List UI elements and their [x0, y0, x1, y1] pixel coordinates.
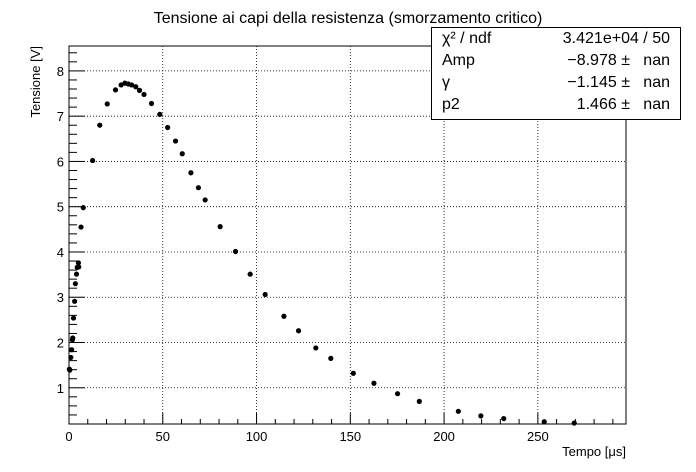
data-point: [157, 111, 163, 117]
data-point: [202, 197, 208, 203]
stat-name: Amp: [442, 52, 475, 69]
data-point: [78, 224, 84, 230]
data-point: [69, 347, 75, 353]
data-point: [70, 315, 77, 321]
data-point: [112, 87, 119, 93]
data-point: [455, 408, 461, 414]
stat-value: −1.145 ± nan: [567, 74, 670, 91]
data-point: [371, 380, 377, 386]
stat-value: 1.466 ± nan: [576, 96, 670, 113]
stat-name: χ² / ndf: [442, 30, 492, 47]
data-point: [72, 281, 78, 287]
y-axis-label: Tensione [V]: [28, 46, 43, 118]
stats-row-chi2: χ² / ndf 3.421e+04 / 50: [432, 29, 680, 52]
data-point: [394, 391, 401, 397]
y-tick-label: 6: [57, 154, 64, 169]
data-points: [66, 80, 577, 426]
chart-title: Tensione ai capi della resistenza (smorz…: [154, 10, 543, 27]
data-point: [478, 413, 484, 419]
fit-statistics-box: χ² / ndf 3.421e+04 / 50 Amp −8.978 ± nan…: [431, 27, 681, 120]
x-axis-label: Tempo [μs]: [562, 444, 626, 459]
data-point: [80, 205, 86, 211]
data-point: [104, 101, 110, 107]
x-tick-label: 50: [156, 429, 170, 444]
data-point: [416, 398, 422, 404]
data-point: [188, 170, 194, 176]
data-point: [73, 271, 80, 277]
data-point: [328, 355, 334, 361]
stats-row-amp: Amp −8.978 ± nan: [432, 51, 680, 74]
data-point: [90, 157, 96, 164]
data-point: [179, 151, 185, 157]
data-point: [295, 328, 302, 334]
data-point: [172, 138, 179, 144]
grid-lines: [68, 46, 626, 424]
y-tick-label: 7: [57, 109, 64, 124]
x-tick-label: 100: [246, 429, 268, 444]
data-point: [75, 260, 81, 266]
data-point: [67, 367, 73, 373]
data-point: [129, 82, 135, 88]
stats-row-p2: p2 1.466 ± nan: [432, 95, 680, 118]
data-point: [76, 264, 82, 270]
x-tick-label: 250: [527, 429, 549, 444]
data-point: [232, 248, 239, 255]
y-tick-label: 4: [57, 245, 64, 260]
data-point: [70, 335, 76, 341]
stat-value: 3.421e+04 / 50: [562, 30, 670, 47]
x-tick-label: 0: [65, 429, 72, 444]
stat-name: γ: [442, 74, 450, 91]
stat-value: −8.978 ± nan: [567, 52, 670, 69]
stat-name: p2: [442, 96, 460, 113]
stats-row-gamma: γ −1.145 ± nan: [432, 73, 680, 96]
data-point: [68, 354, 74, 361]
data-point: [195, 185, 202, 191]
y-tick-label: 5: [57, 200, 64, 215]
data-point: [281, 313, 287, 319]
y-tick-label: 2: [57, 336, 64, 351]
x-tick-label: 200: [433, 429, 455, 444]
y-tick-label: 8: [57, 64, 64, 79]
axis-ticks: [68, 52, 614, 425]
data-point: [501, 415, 507, 422]
data-point: [97, 122, 103, 128]
data-point: [262, 291, 268, 298]
y-tick-label: 1: [57, 381, 64, 396]
data-point: [165, 124, 171, 131]
data-point: [136, 87, 143, 93]
y-tick-label: 3: [57, 290, 64, 305]
data-point: [571, 420, 577, 426]
data-point: [247, 271, 253, 277]
data-point: [141, 91, 147, 98]
data-point: [350, 370, 356, 376]
data-point: [541, 419, 547, 425]
data-point: [133, 84, 139, 90]
data-point: [313, 345, 319, 351]
data-point: [72, 298, 78, 304]
tick-labels: 0 50 100 150 200 250 1 2 3 4 5 6 7 8: [57, 64, 549, 444]
x-tick-label: 150: [339, 429, 361, 444]
data-point: [217, 224, 223, 230]
data-point: [148, 100, 155, 107]
